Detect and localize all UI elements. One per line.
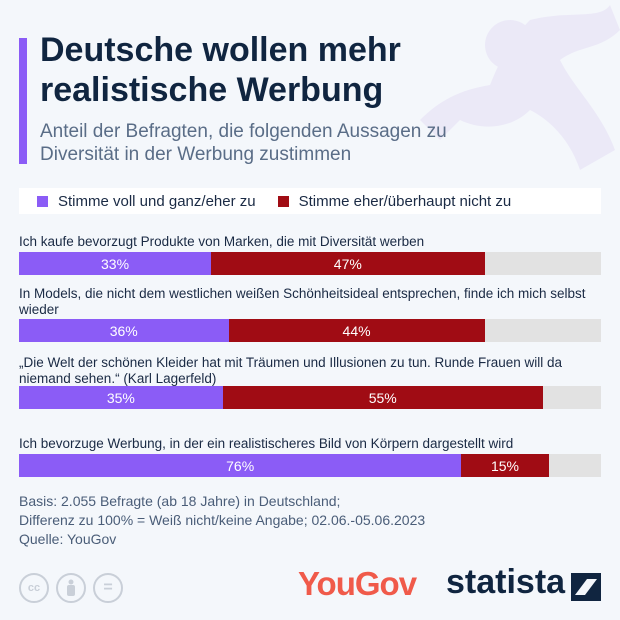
bar-disagree: 55%	[222, 386, 543, 409]
chart-subtitle: Anteil der Befragten, die folgenden Auss…	[40, 121, 447, 165]
data-label: 36%	[109, 322, 138, 339]
data-label: 44%	[342, 322, 371, 339]
yougov-logo: YouGov	[298, 565, 417, 602]
category-label: Ich kaufe bevorzugt Produkte von Marken,…	[19, 234, 425, 249]
bar-agree: 76%	[19, 454, 462, 477]
nd-icon[interactable]: =	[93, 573, 123, 603]
data-label: 15%	[490, 457, 519, 474]
cc-icon[interactable]: cc	[19, 573, 49, 603]
legend-label-disagree: Stimme eher/überhaupt nicht zu	[298, 192, 512, 210]
bar-disagree: 47%	[211, 252, 485, 275]
footer-source: Quelle: YouGov	[19, 531, 117, 547]
legend-label-agree: Stimme voll und ganz/eher zu	[58, 192, 256, 210]
bar-track: 35% 55%	[19, 386, 601, 409]
bar-agree: 33%	[19, 252, 212, 275]
footer-diff: Differenz zu 100% = Weiß nicht/keine Ang…	[19, 512, 426, 528]
footer-notes: Basis: 2.055 Befragte (ab 18 Jahre) in D…	[19, 492, 425, 549]
bar-track: 36% 44%	[19, 319, 601, 342]
bar-disagree: 15%	[461, 454, 549, 477]
decorative-figure-icon	[420, 5, 620, 170]
bar-agree: 35%	[19, 386, 223, 409]
chart-title: Deutsche wollen mehr realistische Werbun…	[40, 31, 401, 109]
by-icon[interactable]	[56, 573, 86, 603]
bar-agree: 36%	[19, 319, 229, 342]
legend-swatch-disagree	[277, 195, 289, 207]
footer-basis: Basis: 2.055 Befragte (ab 18 Jahre) in D…	[19, 493, 341, 509]
bar-track: 76% 15%	[19, 454, 601, 477]
data-label: 47%	[333, 255, 362, 272]
data-label: 76%	[226, 457, 255, 474]
category-label: Ich bevorzuge Werbung, in der ein realis…	[19, 436, 514, 451]
data-label: 55%	[368, 389, 397, 406]
statista-logo-icon	[571, 573, 601, 601]
data-label: 33%	[101, 255, 130, 272]
data-label: 35%	[106, 389, 135, 406]
bar-track: 33% 47%	[19, 252, 601, 275]
statista-logo[interactable]: statista	[446, 563, 566, 601]
bar-disagree: 44%	[228, 319, 485, 342]
legend: Stimme voll und ganz/eher zu Stimme eher…	[19, 188, 601, 214]
category-label: „Die Welt der schönen Kleider hat mit Tr…	[19, 355, 563, 386]
category-label: In Models, die nicht dem westlichen weiß…	[19, 286, 586, 317]
title-accent-bar	[19, 38, 27, 164]
legend-swatch-agree	[37, 195, 48, 207]
